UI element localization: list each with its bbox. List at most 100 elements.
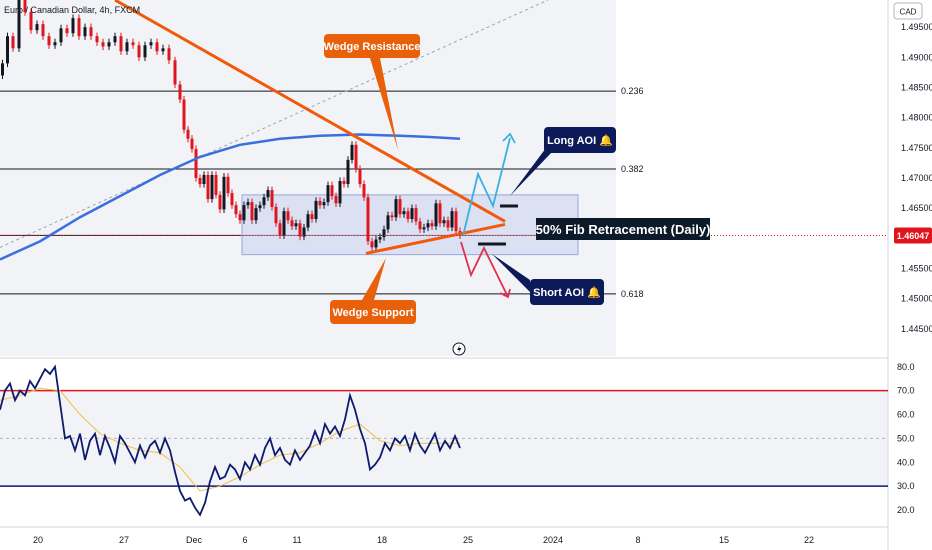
candle-body: [362, 184, 366, 198]
candle-body: [354, 144, 358, 169]
wedge-resistance-callout: Wedge Resistance: [323, 34, 421, 150]
candle-body: [250, 202, 254, 221]
candle-body: [23, 0, 27, 13]
candle-body: [410, 208, 414, 220]
price-tick-label: 1.47500: [901, 143, 932, 153]
fib-label: 0.382: [621, 164, 644, 174]
rsi-line: [0, 364, 461, 517]
dashed-trend-line: [0, 0, 549, 248]
time-tick-label: 27: [119, 535, 129, 545]
candle-body: [210, 174, 214, 200]
time-tick-label: 2024: [543, 535, 563, 545]
rsi-tick-label: 60.0: [897, 410, 915, 420]
candle-body: [286, 211, 290, 221]
candle-body: [330, 185, 334, 197]
wedge-resistance-line: [114, 0, 506, 223]
candle-body: [270, 190, 274, 207]
moving-average-line: [0, 133, 461, 261]
fib-label: 0.618: [621, 289, 644, 299]
candle-body: [406, 211, 410, 220]
time-tick-label: 6: [242, 535, 247, 545]
candle-body: [35, 24, 39, 31]
candle-body: [178, 84, 182, 100]
candle-body: [266, 190, 270, 198]
candle-body: [198, 178, 202, 185]
candle-body: [41, 24, 45, 37]
candle-body: [113, 36, 117, 43]
time-tick-label: 8: [635, 535, 640, 545]
candle-body: [101, 42, 105, 47]
candle-body: [242, 205, 246, 221]
candle-body: [302, 227, 306, 237]
candle-body: [402, 211, 406, 215]
candle-body: [182, 99, 186, 130]
candle-body: [222, 176, 226, 210]
candle-body: [450, 211, 454, 228]
short-projection-arrow: [460, 241, 511, 299]
candle-body: [274, 206, 278, 224]
rsi-tick-label: 20.0: [897, 505, 915, 515]
candle-body: [59, 28, 63, 43]
candle-body: [366, 197, 370, 242]
candle-body: [125, 42, 129, 52]
lightning-icon[interactable]: [452, 342, 466, 356]
candle-body: [414, 208, 418, 222]
candle-body: [47, 36, 51, 46]
time-tick-label: 20: [33, 535, 43, 545]
long-aoi-callout: Long AOI 🔔: [510, 127, 616, 196]
candle-body: [173, 60, 177, 85]
time-axis-ticks: 20 27 Dec 6 11 18 25 2024 8 15 22: [33, 535, 814, 545]
candle-body: [155, 42, 159, 52]
candle-body: [454, 211, 458, 232]
candle-body: [314, 200, 318, 220]
rsi-tick-label: 40.0: [897, 457, 915, 467]
candle-body: [334, 196, 338, 204]
candle-body: [11, 36, 15, 49]
candle-body: [310, 214, 314, 220]
wedge-resistance-label: Wedge Resistance: [323, 41, 420, 53]
candle-body: [214, 174, 218, 195]
long-projection-arrow: [462, 132, 516, 237]
candle-body: [434, 203, 438, 227]
candle-body: [438, 203, 442, 224]
candle-body: [53, 42, 57, 46]
candle-body: [370, 241, 374, 248]
candle-body: [386, 215, 390, 230]
candle-body: [202, 174, 206, 185]
last-price-value: 1.46047: [897, 231, 930, 241]
candle-body: [6, 36, 9, 64]
candle-body: [65, 28, 69, 34]
candle-body: [218, 194, 222, 210]
candle-body: [326, 185, 330, 203]
candle-body: [17, 0, 21, 49]
candle-body: [374, 239, 378, 248]
candle-body: [246, 202, 250, 206]
candle-body: [149, 42, 153, 46]
candle-body: [426, 223, 430, 228]
time-tick-label: Dec: [186, 535, 203, 545]
price-tick-label: 1.49500: [901, 22, 932, 32]
currency-badge[interactable]: CAD: [893, 2, 923, 20]
candle-body: [190, 138, 194, 150]
candle-body: [278, 223, 282, 236]
candle-body: [167, 48, 171, 61]
price-tick-label: 1.45000: [901, 294, 932, 304]
candle-body: [89, 27, 93, 37]
rsi-tick-label: 50.0: [897, 433, 915, 443]
long-aoi-label: Long AOI 🔔: [547, 134, 613, 147]
rsi-ma-line: [0, 387, 460, 492]
rsi-tick-label: 70.0: [897, 386, 915, 396]
candle-body: [318, 200, 322, 206]
symbol-title: Euro / Canadian Dollar, 4h, FXCM: [4, 5, 140, 15]
candle-body: [137, 45, 141, 58]
candle-body: [294, 223, 298, 227]
time-tick-label: 15: [719, 535, 729, 545]
fib-note-callout: 50% Fib Retracement (Daily): [536, 218, 710, 240]
pane-separators: [0, 0, 889, 550]
last-price-badge: 1.46047: [894, 227, 932, 244]
time-tick-label: 18: [377, 535, 387, 545]
candle-body: [442, 220, 446, 224]
candle-body: [306, 214, 310, 228]
